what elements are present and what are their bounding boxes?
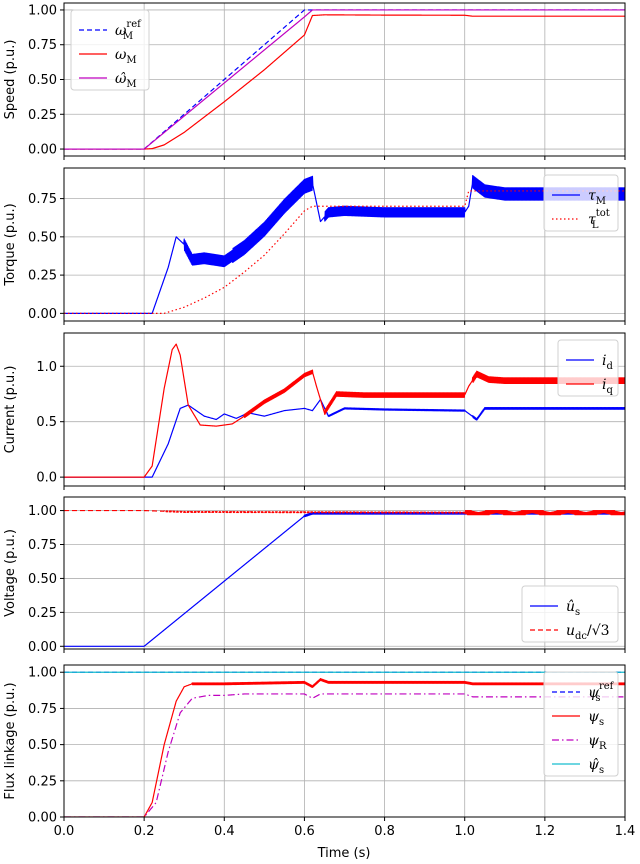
series-line-2 <box>64 509 625 516</box>
y-tick-label: 1.00 <box>28 3 57 18</box>
series-line-1 <box>64 175 625 314</box>
y-tick-label: 0.50 <box>28 572 57 587</box>
legend: ωref M ωM ω̂M <box>70 9 150 91</box>
y-tick-label: 0.75 <box>28 192 57 207</box>
y-axis-label: Voltage (p.u.) <box>3 529 18 617</box>
axes-frame <box>63 167 626 322</box>
legend-entry-label: ψref s <box>588 681 615 704</box>
series-group <box>64 509 625 647</box>
y-tick-label: 0.50 <box>28 73 57 88</box>
series-group <box>64 343 625 478</box>
legend-entry-label: ûs <box>566 599 580 618</box>
x-tick-label: 0.0 <box>54 824 75 839</box>
series-line-1 <box>64 398 625 478</box>
legend-entry-label: ψ̂s <box>588 757 604 776</box>
x-axis-label: Time (s) <box>317 846 371 861</box>
legend-entry-label: iq <box>602 377 613 396</box>
axes-frame <box>63 496 626 650</box>
legend: ψref s ψs ψR ψ̂s <box>543 671 619 777</box>
y-axis-label: Speed (p.u.) <box>3 40 18 120</box>
y-tick-label: 1.00 <box>28 504 57 519</box>
legend-entry-label: τtot L <box>588 208 610 231</box>
y-tick-label: 0.5 <box>36 415 57 430</box>
legend-box <box>543 174 619 232</box>
axes-frame <box>63 332 626 487</box>
legend-box <box>543 671 619 777</box>
legend-entry-label: ω̂M <box>115 71 137 90</box>
x-tick-label: 0.2 <box>134 824 155 839</box>
y-tick-label: 0.25 <box>28 774 57 789</box>
x-tick-label: 1.4 <box>615 824 636 839</box>
y-tick-label: 0.75 <box>28 538 57 553</box>
series-line-3 <box>64 9 625 150</box>
y-tick-label: 0.25 <box>28 269 57 284</box>
y-tick-label: 0.75 <box>28 38 57 53</box>
legend-entry-label: ψR <box>588 733 607 752</box>
y-axis-label: Current (p.u.) <box>3 366 18 454</box>
y-tick-label: 0.25 <box>28 108 57 123</box>
series-line-2 <box>64 190 625 314</box>
legend-entry-label: τM <box>588 188 606 207</box>
x-tick-label: 0.8 <box>374 824 395 839</box>
legend-box <box>521 585 619 643</box>
series-group <box>64 671 625 817</box>
y-tick-label: 0.50 <box>28 738 57 753</box>
y-tick-label: 0.50 <box>28 230 57 245</box>
subplot-5: 0.0 0.2 0.4 0.6 0.8 1.0 1.2 1.4 0.00 0.25 0.50 0.75… <box>3 664 636 839</box>
series-line-2 <box>64 14 625 150</box>
series-line-2 <box>64 343 625 478</box>
series-group <box>64 9 625 150</box>
y-axis-label: Flux linkage (p.u.) <box>3 682 18 799</box>
y-tick-label: 0.00 <box>28 811 57 826</box>
legend-box <box>557 339 619 397</box>
y-tick-label: 0.00 <box>28 640 57 655</box>
legend: ûs udc/√3 <box>521 585 619 643</box>
x-tick-label: 0.4 <box>214 824 235 839</box>
y-tick-label: 1.00 <box>28 666 57 681</box>
y-tick-label: 0.0 <box>36 471 57 486</box>
series-line-2 <box>64 678 625 817</box>
y-tick-label: 0.25 <box>28 606 57 621</box>
subplot-4: 0.00 0.25 0.50 0.75 1.00 Voltage (p.u.) ûs udc… <box>3 496 626 655</box>
y-tick-label: 0.00 <box>28 307 57 322</box>
legend-entry-label: ωM <box>115 47 137 66</box>
y-tick-label: 0.00 <box>28 143 57 158</box>
axes-frame <box>63 664 626 818</box>
y-axis-label: Torque (p.u.) <box>3 203 18 286</box>
x-tick-label: 1.2 <box>535 824 556 839</box>
subplot-3: 0.0 0.5 1.0 Current (p.u.) id iq <box>3 332 626 490</box>
series-line-3 <box>64 693 625 817</box>
y-tick-label: 1.0 <box>36 360 57 375</box>
legend-entry-label: udc/√3 <box>566 623 610 642</box>
x-tick-label: 1.0 <box>454 824 475 839</box>
y-tick-label: 0.75 <box>28 702 57 717</box>
legend-entry-label: ψs <box>588 709 604 728</box>
legend: id iq <box>557 339 619 397</box>
legend-entry-label: id <box>602 353 613 372</box>
legend-entry-label: ωref M <box>115 19 142 42</box>
x-tick-label: 0.6 <box>294 824 315 839</box>
series-group <box>64 175 625 314</box>
